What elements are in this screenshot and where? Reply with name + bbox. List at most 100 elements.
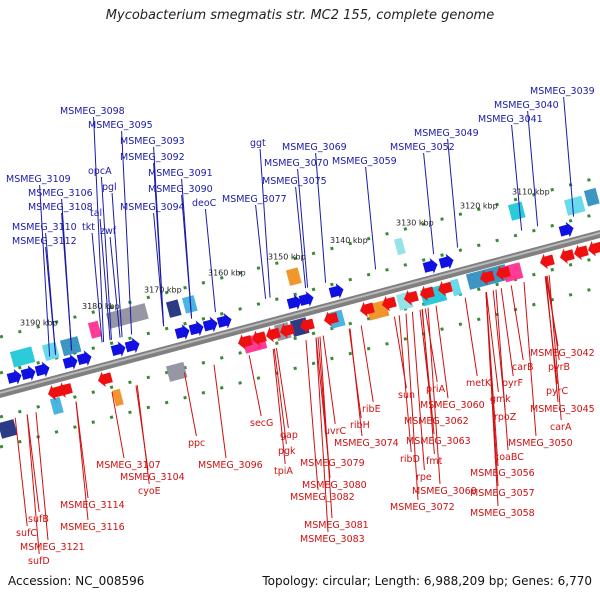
- reverse-gene-label: MSMEG_3058: [470, 508, 535, 519]
- reverse-leader-line: [464, 297, 478, 377]
- forward-gene-arrow: [422, 258, 438, 274]
- scale-tick-label: 3180 kbp: [82, 302, 120, 311]
- reverse-gene-label: ribD: [400, 454, 420, 465]
- analysis-block: [583, 187, 600, 207]
- forward-leader-line: [39, 184, 51, 357]
- forward-gene-label: MSMEG_3077: [222, 194, 287, 205]
- forward-gene-arrow: [438, 253, 454, 270]
- forward-leader-line: [111, 192, 123, 338]
- forward-leader-line: [109, 236, 121, 338]
- scale-tick-label: 3150 kbp: [268, 253, 306, 262]
- reverse-leader-line: [485, 292, 499, 507]
- analysis-block: [393, 237, 406, 256]
- forward-leader-line: [511, 124, 523, 231]
- forward-leader-line: [295, 186, 307, 289]
- backbone-highlight: [0, 232, 600, 394]
- reverse-leader-line: [349, 328, 363, 437]
- forward-leader-line: [447, 138, 459, 248]
- reverse-leader-line: [273, 348, 287, 445]
- forward-gene-label: MSMEG_3070: [264, 158, 329, 169]
- reverse-leader-line: [495, 289, 509, 451]
- reverse-leader-line: [75, 401, 89, 521]
- reverse-leader-line: [26, 414, 40, 513]
- analysis-block: [49, 396, 64, 415]
- forward-gene-label: MSMEG_3069: [282, 142, 347, 153]
- reverse-leader-line: [545, 276, 559, 403]
- reverse-leader-line: [248, 355, 262, 417]
- analysis-block: [111, 388, 124, 407]
- analysis-block: [9, 346, 36, 368]
- reverse-gene-label: MSMEG_3107: [96, 460, 161, 471]
- forward-gene-label: MSMEG_3059: [332, 156, 397, 167]
- forward-gene-label: MSMEG_3112: [12, 236, 77, 247]
- gene-labels: MSMEG_3039 MSMEG_3040 MSMEG_3041 MSMEG_3049…: [6, 86, 595, 567]
- reverse-gene-arrow: [496, 265, 511, 281]
- forward-gene-label: tkt: [82, 222, 95, 233]
- reverse-gene-label: cyoE: [138, 486, 161, 497]
- forward-gene-label: deoC: [192, 198, 217, 209]
- analysis-block: [507, 201, 526, 221]
- forward-gene-label: MSMEG_3052: [390, 142, 455, 153]
- reverse-gene-label: ppc: [188, 438, 205, 449]
- reverse-leader-line: [435, 305, 449, 399]
- reverse-gene-arrow: [404, 289, 419, 306]
- reverse-gene-arrow: [324, 311, 339, 327]
- reverse-gene-label: gmk: [490, 394, 511, 405]
- reverse-gene-arrow: [574, 244, 589, 261]
- reverse-gene-label: MSMEG_3074: [334, 438, 399, 449]
- reverse-leader-line: [26, 414, 40, 555]
- forward-gene-label: MSMEG_3092: [120, 152, 185, 163]
- reverse-leader-line: [421, 309, 435, 455]
- reverse-gene-label: rpe: [416, 472, 432, 483]
- reverse-gene-label: MSMEG_3081: [304, 520, 369, 531]
- reverse-gene-arrow: [98, 371, 113, 388]
- forward-gene-label: MSMEG_3109: [6, 174, 71, 185]
- reverse-gene-arrow: [58, 382, 73, 398]
- reverse-gene-label: pyrB: [548, 362, 570, 373]
- reverse-leader-line: [360, 325, 374, 403]
- scale-tick-label: 3130 kbp: [396, 218, 434, 227]
- accession-text: Accession: NC_008596: [8, 574, 145, 588]
- reverse-leader-line: [14, 417, 28, 527]
- reverse-gene-label: rpoZ: [494, 412, 517, 423]
- forward-leader-line: [255, 204, 267, 299]
- reverse-gene-label: pyrC: [546, 386, 569, 397]
- analysis-block: [105, 303, 149, 329]
- forward-gene-label: ggt: [250, 138, 266, 149]
- reverse-gene-label: MSMEG_3056: [470, 468, 535, 479]
- analysis-block: [449, 278, 462, 297]
- reverse-gene-label: MSMEG_3083: [300, 534, 365, 545]
- reverse-gene-label: MSMEG_3082: [290, 492, 355, 503]
- forward-gene-label: MSMEG_3075: [262, 176, 327, 187]
- forward-gene-arrow: [6, 369, 22, 385]
- reverse-gene-arrow: [300, 317, 315, 334]
- reverse-gene-label: fmt: [426, 456, 443, 467]
- reverse-gene-label: MSMEG_3063: [406, 436, 471, 447]
- gene-arrows: [6, 221, 600, 401]
- reverse-gene-arrow: [420, 285, 435, 302]
- reverse-leader-line: [272, 348, 286, 465]
- reverse-gene-arrow: [540, 253, 555, 270]
- reverse-leader-line: [213, 364, 227, 459]
- reverse-gene-label: MSMEG_3096: [198, 460, 263, 471]
- reverse-gene-arrow: [480, 269, 495, 286]
- reverse-leader-line: [111, 391, 125, 459]
- reverse-gene-label: sufC: [16, 528, 37, 539]
- scale-tick-label: 3190 kbp: [20, 319, 58, 328]
- forward-leader-line: [153, 212, 165, 327]
- forward-gene-arrow: [298, 291, 314, 307]
- reverse-gene-arrow: [280, 323, 295, 339]
- forward-gene-label: opcA: [88, 166, 112, 177]
- analysis-block: [87, 320, 102, 339]
- reverse-gene-label: sufB: [28, 514, 49, 525]
- leader-lines: [14, 96, 575, 555]
- forward-gene-label: MSMEG_3090: [148, 184, 213, 195]
- forward-gene-label: MSMEG_3106: [28, 188, 93, 199]
- scale-tick-label: 3120 kbp: [460, 201, 498, 210]
- forward-leader-line: [315, 152, 327, 283]
- forward-gene-label: MSMEG_3040: [494, 100, 559, 111]
- reverse-leader-line: [500, 288, 514, 377]
- forward-leader-line: [153, 146, 165, 327]
- reverse-gene-label: MSMEG_3072: [390, 502, 455, 513]
- reverse-gene-label: carA: [550, 422, 572, 433]
